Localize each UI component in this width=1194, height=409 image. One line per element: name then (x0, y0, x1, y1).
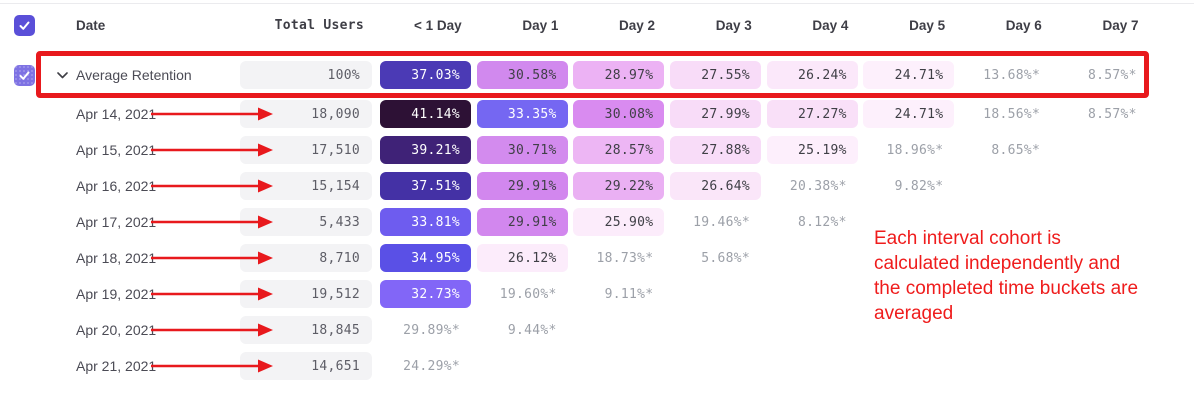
table-top-border (0, 3, 1194, 4)
row-label-average-retention: Average Retention (48, 54, 240, 96)
retention-cell-incomplete[interactable]: 5.68%* (701, 250, 751, 266)
retention-cell-incomplete[interactable]: 8.57%* (1088, 106, 1137, 122)
chevron-down-icon[interactable] (54, 67, 70, 83)
retention-cell[interactable]: 30.58% (476, 61, 568, 89)
table-header-row: Date Total Users < 1 Day Day 1 Day 2 Day 3 Day… (0, 2, 1194, 48)
row-label-date: Apr 16, 2021 (48, 168, 240, 204)
retention-cell[interactable]: 29.22% (573, 172, 665, 200)
row-label-text: Apr 15, 2021 (76, 142, 157, 158)
retention-cell-incomplete[interactable]: 24.29%* (403, 358, 460, 374)
cohort-row[interactable]: Apr 17, 2021 5,433 33.81% 29.91% 25.90% 19.46… (0, 204, 1194, 240)
average-retention-row[interactable]: Average Retention 100% 37.03% 30.58% 28.97% 2… (0, 54, 1194, 96)
row-label-text: Apr 19, 2021 (76, 286, 157, 302)
column-header-day-2[interactable]: Day 2 (619, 17, 656, 33)
select-all-checkbox[interactable] (13, 14, 35, 36)
checkmark-icon (19, 71, 29, 80)
row-label-date: Apr 15, 2021 (48, 132, 240, 168)
column-header-day-5[interactable]: Day 5 (909, 17, 946, 33)
cohort-row[interactable]: Apr 20, 2021 18,845 29.89%* 9.44%* (0, 312, 1194, 348)
column-header-day-4[interactable]: Day 4 (812, 17, 849, 33)
total-users-cell: 19,512 (240, 280, 372, 308)
retention-cell[interactable]: 25.90% (573, 208, 665, 236)
retention-cell[interactable]: 30.71% (476, 136, 568, 164)
total-users-cell: 8,710 (240, 244, 372, 272)
retention-cell-incomplete[interactable]: 18.73%* (596, 250, 654, 266)
row-label-text: Average Retention (76, 67, 192, 83)
retention-cell[interactable]: 32.73% (380, 280, 471, 308)
retention-cell[interactable]: 26.24% (766, 61, 858, 89)
column-header-day-3[interactable]: Day 3 (715, 17, 752, 33)
retention-cell-incomplete[interactable]: 9.44%* (507, 322, 557, 338)
row-label-text: Apr 21, 2021 (76, 358, 157, 374)
checkmark-icon (19, 21, 29, 30)
column-header-day-7[interactable]: Day 7 (1102, 17, 1139, 33)
row-label-text: Apr 18, 2021 (76, 250, 157, 266)
total-users-cell: 18,845 (240, 316, 372, 344)
total-users-cell: 18,090 (240, 100, 372, 128)
total-users-cell: 14,651 (240, 352, 372, 380)
row-label-date: Apr 20, 2021 (48, 312, 240, 348)
cohort-row[interactable]: Apr 15, 2021 17,510 39.21% 30.71% 28.57% 27.8… (0, 132, 1194, 168)
retention-cell-incomplete[interactable]: 20.38%* (789, 178, 847, 194)
column-header-day-6[interactable]: Day 6 (1005, 17, 1042, 33)
total-users-cell: 17,510 (240, 136, 372, 164)
retention-cell-incomplete[interactable]: 8.57%* (1088, 67, 1137, 83)
retention-cell[interactable]: 30.08% (573, 100, 665, 128)
cohort-row[interactable]: Apr 18, 2021 8,710 34.95% 26.12% 18.73%* 5.68… (0, 240, 1194, 276)
total-users-cell: 15,154 (240, 172, 372, 200)
total-users-cell: 100% (240, 61, 372, 89)
retention-cell-incomplete[interactable]: 19.46%* (693, 214, 751, 230)
row-checkbox-slot (0, 64, 48, 86)
cohort-row[interactable]: Apr 21, 2021 14,651 24.29%* (0, 348, 1194, 384)
retention-cell[interactable]: 25.19% (766, 136, 858, 164)
row-label-text: Apr 14, 2021 (76, 106, 157, 122)
cohort-row[interactable]: Apr 19, 2021 19,512 32.73% 19.60%* 9.11%* (0, 276, 1194, 312)
total-users-cell: 5,433 (240, 208, 372, 236)
retention-cell[interactable]: 26.12% (476, 244, 568, 272)
retention-cell[interactable]: 34.95% (380, 244, 471, 272)
retention-cell-incomplete[interactable]: 18.96%* (886, 142, 944, 158)
cohort-row[interactable]: Apr 14, 2021 18,090 41.14% 33.35% 30.08% 27.9… (0, 96, 1194, 132)
retention-cell[interactable]: 39.21% (380, 136, 471, 164)
row-label-date: Apr 14, 2021 (48, 96, 240, 132)
row-label-text: Apr 20, 2021 (76, 322, 157, 338)
retention-cell-incomplete[interactable]: 29.89%* (403, 322, 460, 338)
retention-cell-incomplete[interactable]: 13.68%* (983, 67, 1041, 83)
retention-cell[interactable]: 37.51% (380, 172, 471, 200)
retention-cell[interactable]: 27.55% (670, 61, 762, 89)
row-checkbox[interactable] (13, 64, 35, 86)
column-header-date[interactable]: Date (76, 17, 106, 33)
cohort-row[interactable]: Apr 16, 2021 15,154 37.51% 29.91% 29.22% 26.6… (0, 168, 1194, 204)
column-header-day-1[interactable]: Day 1 (522, 17, 559, 33)
retention-cell[interactable]: 28.57% (573, 136, 665, 164)
retention-cell-incomplete[interactable]: 8.65%* (991, 142, 1041, 158)
retention-cell[interactable]: 33.81% (380, 208, 471, 236)
retention-cell-incomplete[interactable]: 18.56%* (983, 106, 1041, 122)
retention-cell[interactable]: 27.88% (670, 136, 762, 164)
row-label-date: Apr 19, 2021 (48, 276, 240, 312)
column-header-1-day[interactable]: < 1 Day (414, 17, 462, 33)
row-label-date: Apr 17, 2021 (48, 204, 240, 240)
retention-cell-incomplete[interactable]: 9.82%* (894, 178, 944, 194)
row-label-date: Apr 21, 2021 (48, 348, 240, 384)
retention-cell[interactable]: 24.71% (863, 100, 955, 128)
column-header-total-users[interactable]: Total Users (274, 17, 364, 33)
retention-cell[interactable]: 41.14% (380, 100, 471, 128)
retention-cell[interactable]: 29.91% (476, 172, 568, 200)
retention-cell-incomplete[interactable]: 19.60%* (499, 286, 557, 302)
retention-cell[interactable]: 24.71% (863, 61, 955, 89)
retention-cell[interactable]: 28.97% (573, 61, 665, 89)
retention-cell-incomplete[interactable]: 9.11%* (604, 286, 654, 302)
row-label-text: Apr 17, 2021 (76, 214, 157, 230)
retention-cell-incomplete[interactable]: 8.12%* (797, 214, 847, 230)
retention-cell[interactable]: 27.99% (670, 100, 762, 128)
retention-cell[interactable]: 37.03% (380, 61, 471, 89)
retention-cell[interactable]: 29.91% (476, 208, 568, 236)
row-label-date: Apr 18, 2021 (48, 240, 240, 276)
retention-cell[interactable]: 27.27% (766, 100, 858, 128)
retention-cell[interactable]: 26.64% (670, 172, 762, 200)
retention-cell[interactable]: 33.35% (476, 100, 568, 128)
row-label-text: Apr 16, 2021 (76, 178, 157, 194)
